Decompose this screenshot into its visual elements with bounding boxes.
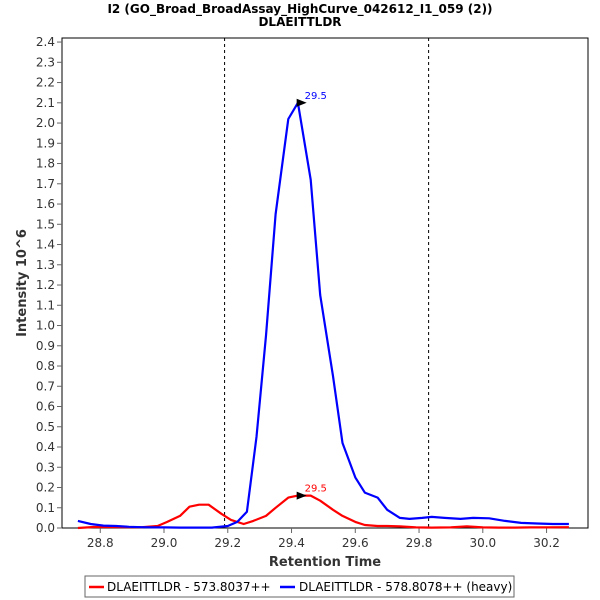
legend-entry-light: DLAEITTLDR - 573.8037++ [107, 580, 271, 594]
x-tick-label: 30.2 [533, 536, 560, 550]
x-tick-label: 29.6 [342, 536, 369, 550]
y-tick-label: 0.1 [36, 501, 55, 515]
x-tick-label: 29.4 [278, 536, 305, 550]
x-tick-label: 29.8 [406, 536, 433, 550]
y-axis-label: Intensity 10^6 [15, 229, 30, 337]
y-tick-label: 1.6 [36, 197, 55, 211]
y-tick-label: 0.0 [36, 521, 55, 535]
y-tick-label: 0.6 [36, 400, 55, 414]
y-tick-label: 1.3 [36, 258, 55, 272]
series-line-1 [77, 101, 569, 529]
y-tick-label: 1.2 [36, 278, 55, 292]
x-tick-label: 28.8 [87, 536, 114, 550]
y-tick-label: 0.3 [36, 460, 55, 474]
x-axis-label: Retention Time [269, 555, 381, 570]
y-tick-label: 1.0 [36, 319, 55, 333]
legend-box [84, 575, 515, 598]
y-tick-label: 0.4 [36, 440, 55, 454]
y-tick-label: 0.9 [36, 339, 55, 353]
boundary-lines [224, 38, 430, 528]
peak-label: 29.5 [305, 91, 327, 102]
legend-entry-heavy: DLAEITTLDR - 578.8078++ (heavy) [299, 580, 512, 594]
peak-markers: 29.5 29.5 [296, 91, 327, 500]
y-tick-label: 2.2 [36, 76, 55, 90]
y-axis-ticks: 0.0 0.1 0.2 0.3 0.4 0.5 0.6 0.7 0.8 0.9 1.0 1.1 1.2 1… [36, 35, 62, 535]
x-tick-label: 29.0 [151, 536, 178, 550]
y-tick-label: 1.8 [36, 157, 55, 171]
y-tick-label: 0.5 [36, 420, 55, 434]
x-axis-ticks: 28.8 29.0 29.2 29.4 29.6 29.8 30.0 30.2 [87, 528, 560, 550]
y-tick-label: 1.4 [36, 238, 55, 252]
y-tick-label: 1.5 [36, 217, 55, 231]
y-tick-label: 2.0 [36, 116, 55, 130]
chart-subtitle: DLAEITTLDR [258, 15, 341, 29]
y-tick-label: 0.7 [36, 379, 55, 393]
chart-title: I2 (GO_Broad_BroadAssay_HighCurve_042612… [107, 2, 492, 17]
x-tick-label: 30.0 [469, 536, 496, 550]
y-tick-label: 2.3 [36, 55, 55, 69]
y-tick-label: 2.1 [36, 96, 55, 110]
y-tick-label: 2.4 [36, 35, 55, 49]
y-tick-label: 1.1 [36, 298, 55, 312]
x-tick-label: 29.2 [214, 536, 241, 550]
legend: DLAEITTLDR - 573.8037++ DLAEITTLDR - 578… [84, 575, 515, 598]
y-tick-label: 0.8 [36, 359, 55, 373]
y-tick-label: 0.2 [36, 481, 55, 495]
plot-area [61, 37, 589, 529]
y-tick-label: 1.7 [36, 177, 55, 191]
peak-arrow [296, 491, 307, 500]
y-tick-label: 1.9 [36, 136, 55, 150]
peak-label: 29.5 [305, 484, 327, 495]
peak-arrow [296, 98, 307, 107]
